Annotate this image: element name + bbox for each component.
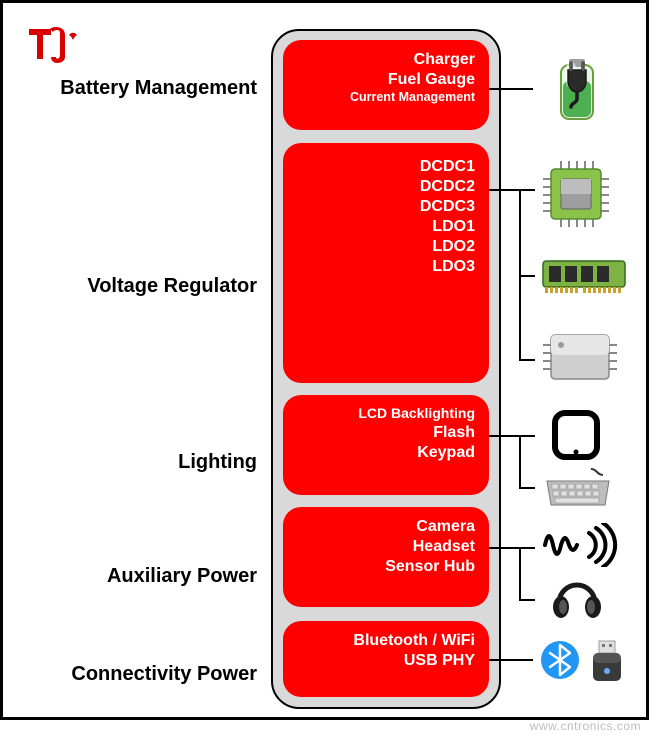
category-voltage-regulator: Voltage Regulator (27, 275, 257, 298)
connector (519, 435, 535, 437)
block-voltage-regulator: DCDC1 DCDC2 DCDC3 LDO1 LDO2 LDO3 (283, 143, 489, 383)
connector-vline (519, 189, 521, 359)
line: Bluetooth / WiFi (293, 631, 475, 651)
block-battery-management: Charger Fuel Gauge Current Management (283, 40, 489, 130)
connector (519, 359, 535, 361)
connector (489, 189, 519, 191)
watermark-text: www.cntronics.com (530, 719, 641, 733)
category-lighting: Lighting (27, 451, 257, 474)
flash-chip-icon (541, 329, 619, 392)
connector (519, 189, 535, 191)
battery-plug-icon (541, 55, 613, 132)
connector (489, 659, 533, 661)
cpu-chip-icon (541, 159, 611, 234)
category-battery-management: Battery Management (27, 77, 257, 100)
block-connectivity-power: Bluetooth / WiFi USB PHY (283, 621, 489, 697)
connector (489, 435, 519, 437)
line: LDO3 (293, 257, 475, 277)
line: Keypad (293, 443, 475, 463)
line: DCDC1 (293, 157, 475, 177)
connector (519, 547, 535, 549)
category-auxiliary-power: Auxiliary Power (27, 565, 257, 588)
keyboard-icon (543, 467, 613, 514)
line: DCDC2 (293, 177, 475, 197)
line: Headset (293, 537, 475, 557)
line: Charger (293, 50, 475, 70)
audio-wave-icon (543, 523, 621, 572)
connector (519, 487, 535, 489)
ti-logo (25, 21, 85, 70)
line: LDO1 (293, 217, 475, 237)
usb-drive-icon (587, 639, 627, 690)
headphones-icon (549, 573, 605, 628)
connector (519, 275, 535, 277)
line: Current Management (293, 90, 475, 106)
connector (519, 599, 535, 601)
category-connectivity-power: Connectivity Power (27, 663, 257, 686)
line: Flash (293, 423, 475, 443)
line: LCD Backlighting (293, 405, 475, 423)
line: DCDC3 (293, 197, 475, 217)
line: LDO2 (293, 237, 475, 257)
block-lighting: LCD Backlighting Flash Keypad (283, 395, 489, 495)
ram-module-icon (541, 257, 627, 302)
line: Camera (293, 517, 475, 537)
connector-vline (519, 547, 521, 599)
tablet-screen-icon (549, 409, 603, 468)
line: Fuel Gauge (293, 70, 475, 90)
connector-vline (519, 435, 521, 487)
connector (489, 547, 519, 549)
bluetooth-icon (539, 639, 581, 686)
block-auxiliary-power: Camera Headset Sensor Hub (283, 507, 489, 607)
connector (489, 88, 533, 90)
line: USB PHY (293, 651, 475, 671)
line: Sensor Hub (293, 557, 475, 577)
diagram-frame: Battery Management Voltage Regulator Lig… (0, 0, 649, 720)
